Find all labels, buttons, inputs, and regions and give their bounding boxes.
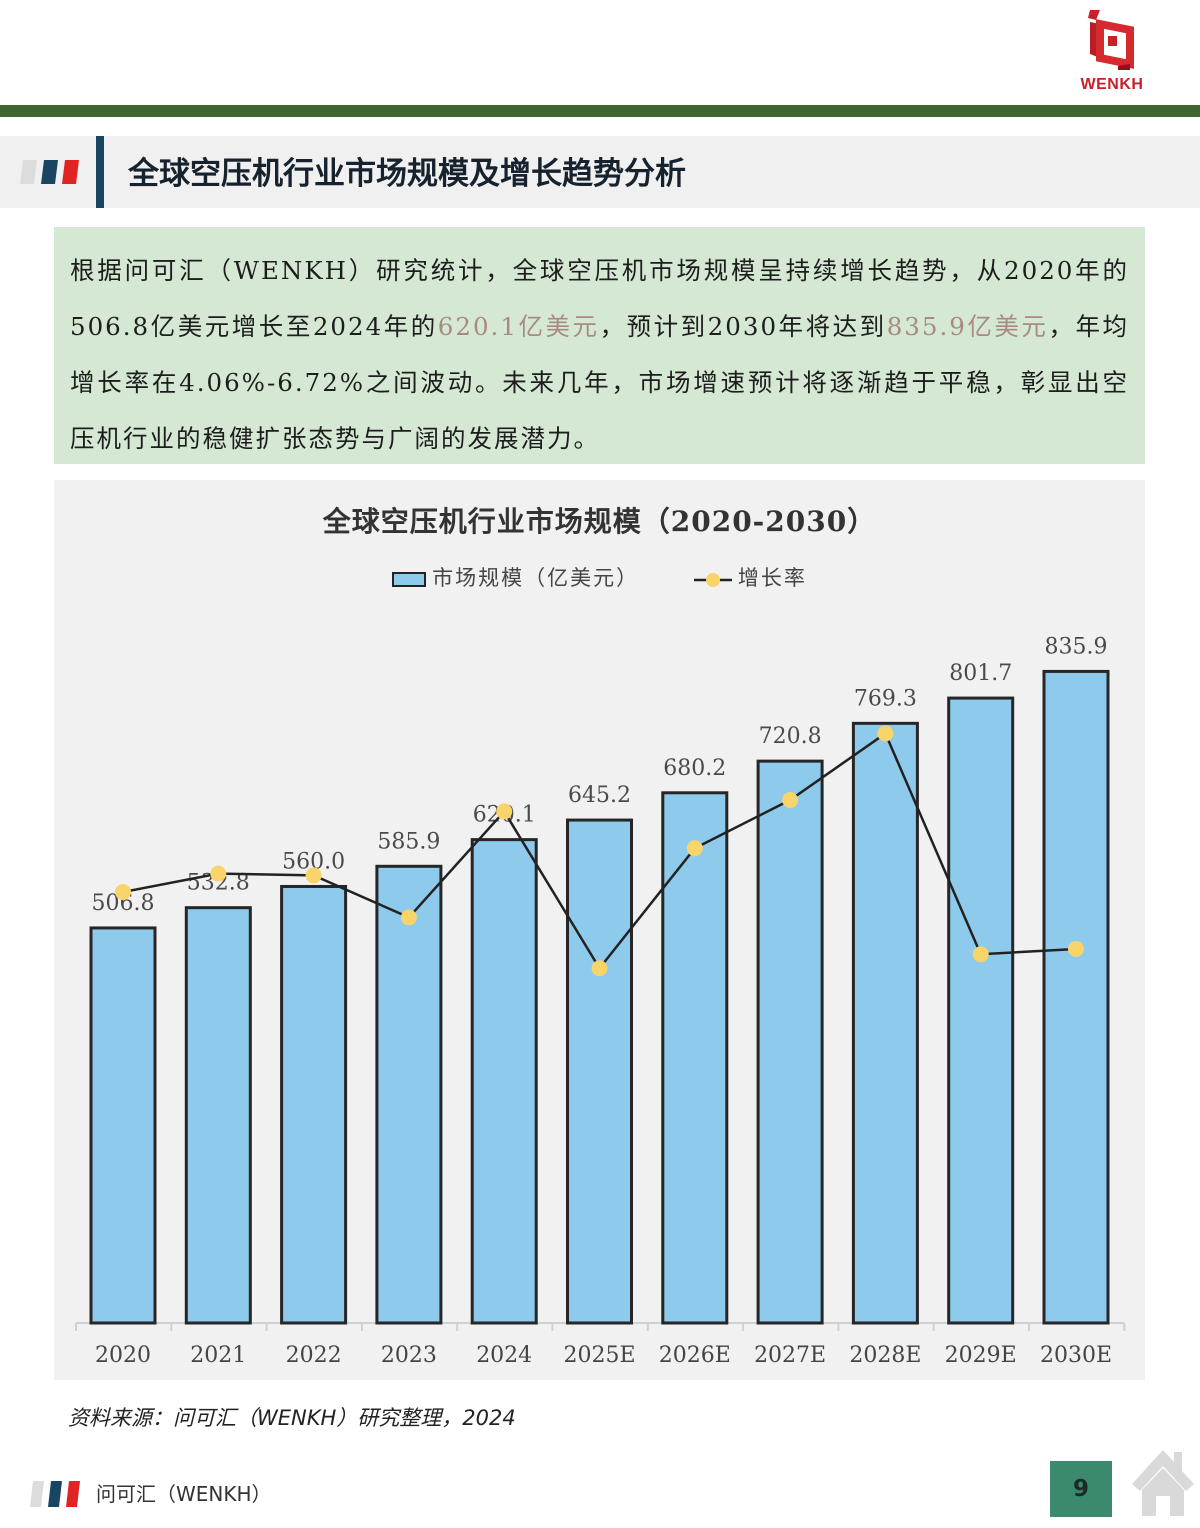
highlight-2030-value: 835.9亿美元 [886,312,1049,341]
bar-2020 [89,926,157,1325]
chart-plot-area: 506.82020532.82021560.02022585.92023620.… [75,634,1126,1368]
x-tick-label: 2029E [945,1343,1017,1368]
bar-value-label: 680.2 [663,756,726,781]
growth-rate-marker [400,909,417,926]
bar-2024 [470,838,538,1325]
legend-item-line: 增长率 [692,562,807,592]
source-note: 资料来源：问可汇（WENKH）研究整理，2024 [68,1406,516,1430]
bar-2021 [184,906,252,1325]
growth-rate-marker [782,792,799,809]
summary-text: ，预计到2030年将达到 [599,312,887,341]
wenkh-logo: WENKH [1056,8,1168,94]
bar-2022 [280,884,348,1325]
title-band [0,136,1200,208]
bar-value-label: 585.9 [377,829,440,854]
highlight-2024-value: 620.1亿美元 [437,312,600,341]
summary-text: ，年均增长率在4.06%-6.72%之间波动。未来几年，市场增速预计将逐渐趋于平… [70,312,1130,453]
x-tick-label: 2028E [849,1343,921,1368]
bar-2026E [661,791,729,1325]
page-number: 9 [1050,1461,1112,1517]
section-stripes-icon [20,160,79,184]
growth-rate-marker [591,960,608,977]
bar-value-label: 720.8 [759,724,822,749]
title-accent-bar [96,136,104,208]
growth-rate-marker [305,867,322,884]
page-title: 全球空压机行业市场规模及增长趋势分析 [128,156,686,192]
chart-title: 全球空压机行业市场规模（2020-2030） [322,505,877,538]
bar-2028E [851,721,919,1325]
legend-label-growth-rate: 增长率 [737,566,807,590]
header-rule [0,105,1200,117]
x-tick-label: 2030E [1040,1343,1112,1368]
growth-rate-marker [877,725,894,742]
x-tick-label: 2020 [95,1343,151,1368]
footer-stripes-icon [30,1481,80,1507]
bar-2030E [1042,669,1110,1325]
legend-label-market-size: 市场规模（亿美元） [432,566,640,590]
growth-rate-marker [496,803,513,820]
bar-value-label: 645.2 [568,783,631,808]
growth-rate-marker [972,946,989,963]
bar-2027E [756,759,824,1325]
x-tick-label: 2025E [563,1343,635,1368]
x-tick-label: 2023 [381,1343,437,1368]
line-marker-icon [693,572,732,587]
bar-value-label: 801.7 [949,661,1012,686]
bar-swatch-icon [392,572,427,587]
bar-2023 [375,864,443,1325]
bar-2025E [566,818,633,1325]
growth-rate-marker [1068,940,1084,957]
growth-rate-marker [115,884,131,901]
bar-2029E [947,696,1015,1325]
x-tick-label: 2021 [190,1343,246,1368]
logo-text: WENKH [1080,76,1144,93]
summary-text: 根据问可汇（WENKH）研究统计，全球空压机市场规模呈持续增长趋势，从2020年… [70,256,1129,341]
home-icon[interactable] [1130,1446,1196,1516]
x-tick-label: 2024 [476,1343,532,1368]
bar-value-label: 835.9 [1045,634,1108,659]
x-tick-label: 2027E [754,1343,826,1368]
x-tick-label: 2026E [659,1343,731,1368]
footer-brand: 问可汇（WENKH） [96,1482,272,1506]
growth-rate-marker [686,840,703,857]
legend-item-bar: 市场规模（亿美元） [392,562,639,592]
x-tick-label: 2022 [286,1343,342,1368]
logo-mark-icon [1088,10,1134,70]
summary-paragraph: 根据问可汇（WENKH）研究统计，全球空压机市场规模呈持续增长趋势，从2020年… [54,227,1145,464]
market-size-chart: 全球空压机行业市场规模（2020-2030） 市场规模（亿美元） 增长率 506… [54,480,1145,1380]
chart-legend: 市场规模（亿美元） 增长率 [54,562,1145,592]
bar-value-label: 769.3 [854,686,917,711]
growth-rate-marker [210,865,227,882]
